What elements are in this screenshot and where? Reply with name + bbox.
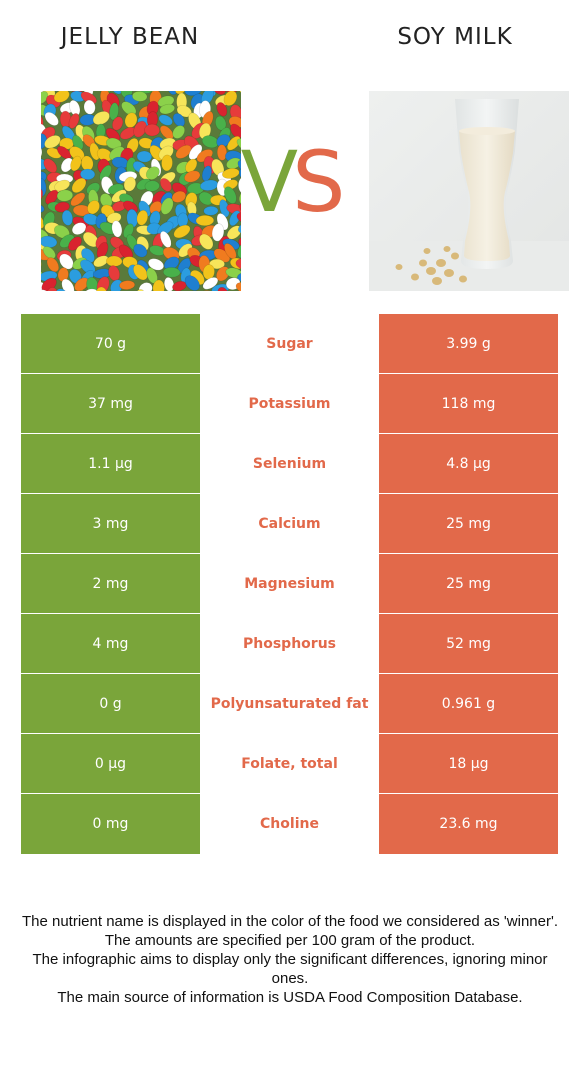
nutrient-name: Sugar [200,314,379,373]
right-food-value: 25 mg [379,554,558,613]
table-row: 3 mg Calcium 25 mg [21,494,558,554]
right-food-value: 0.961 g [379,674,558,733]
nutrient-comparison-table: 70 g Sugar 3.99 g 37 mg Potassium 118 mg 1.1 µ… [21,314,558,854]
soy-milk-glass-illustration [369,91,569,291]
left-food-value: 0 µg [21,734,200,793]
left-food-value: 0 g [21,674,200,733]
left-food-value: 4 mg [21,614,200,673]
jelly-bean-image [41,91,241,291]
footer-line-4: The main source of information is USDA F… [57,989,523,1006]
footer-line-3: The infographic aims to display only the… [32,951,548,987]
nutrient-name: Polyunsaturated fat [200,674,379,733]
footer-line-1: The nutrient name is displayed in the co… [21,913,559,930]
right-food-value: 25 mg [379,494,558,553]
right-food-value: 3.99 g [379,314,558,373]
jelly-beans-illustration [41,91,241,291]
left-food-value: 70 g [21,314,200,373]
left-food-value: 0 mg [21,794,200,854]
left-food-value: 37 mg [21,374,200,433]
vs-letter-v: V [240,133,299,231]
soy-milk-image [369,91,569,291]
left-food-value: 1.1 µg [21,434,200,493]
left-food-value: 2 mg [21,554,200,613]
right-food-title: SOY MILK [397,24,513,50]
vs-label: VS [226,132,354,232]
table-row: 2 mg Magnesium 25 mg [21,554,558,614]
vs-letter-s: S [292,133,345,231]
left-food-value: 3 mg [21,494,200,553]
footer-notes: The nutrient name is displayed in the co… [16,912,564,1007]
table-row: 0 µg Folate, total 18 µg [21,734,558,794]
nutrient-name: Magnesium [200,554,379,613]
nutrient-name: Calcium [200,494,379,553]
nutrient-name: Selenium [200,434,379,493]
nutrient-name: Choline [200,794,379,854]
nutrient-name: Potassium [200,374,379,433]
right-food-value: 4.8 µg [379,434,558,493]
table-row: 70 g Sugar 3.99 g [21,314,558,374]
left-food-title: JELLY BEAN [60,24,200,50]
right-food-value: 52 mg [379,614,558,673]
right-food-value: 118 mg [379,374,558,433]
nutrient-name: Phosphorus [200,614,379,673]
table-row: 1.1 µg Selenium 4.8 µg [21,434,558,494]
right-food-value: 23.6 mg [379,794,558,854]
table-row: 0 mg Choline 23.6 mg [21,794,558,854]
right-food-value: 18 µg [379,734,558,793]
table-row: 4 mg Phosphorus 52 mg [21,614,558,674]
table-row: 37 mg Potassium 118 mg [21,374,558,434]
table-row: 0 g Polyunsaturated fat 0.961 g [21,674,558,734]
nutrient-name: Folate, total [200,734,379,793]
footer-line-2: The amounts are specified per 100 gram o… [104,932,476,949]
